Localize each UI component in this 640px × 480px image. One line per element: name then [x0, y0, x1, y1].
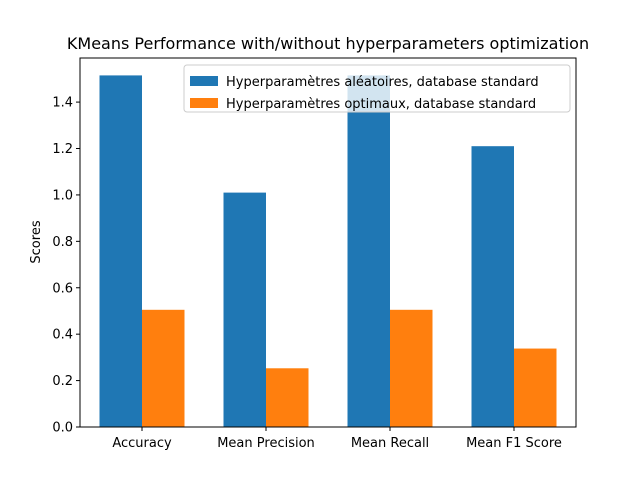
y-axis-ticks: 0.0 0.2 0.4 0.6 0.8 1.0 1.2 1.4 [52, 96, 80, 436]
y-tick-label: 1.4 [52, 96, 73, 111]
chart-title: KMeans Performance with/without hyperpar… [67, 34, 589, 53]
x-tick-label: Accuracy [112, 436, 172, 451]
legend-label-1: Hyperparamètres optimaux, database stand… [226, 97, 536, 112]
bars-group [99, 75, 557, 428]
y-tick-label: 0.6 [52, 281, 73, 296]
y-axis-label: Scores [29, 220, 44, 263]
legend-box [183, 64, 571, 113]
bar-1-2 [390, 309, 433, 427]
bar-0-1 [223, 192, 266, 427]
bar-0-2 [347, 75, 390, 427]
plot-frame [79, 57, 577, 428]
bar-1-3 [514, 348, 557, 427]
y-tick-label: 0.4 [52, 328, 73, 343]
y-tick-label: 1.0 [52, 188, 73, 203]
y-tick-label: 0.2 [52, 374, 73, 389]
bar-0-3 [471, 146, 514, 428]
x-tick-label: Mean Precision [217, 436, 315, 451]
y-tick-label: 0.8 [52, 235, 73, 250]
legend: Hyperparamètres aléatoires, database sta… [183, 64, 571, 113]
x-tick-label: Mean F1 Score [466, 436, 562, 451]
x-axis-ticks: Accuracy Mean Precision Mean Recall Mean F1… [112, 427, 562, 451]
y-tick-label: 0.0 [52, 421, 73, 436]
legend-swatch-0 [190, 76, 218, 86]
legend-swatch-1 [190, 98, 218, 108]
bar-1-1 [266, 368, 309, 427]
bar-1-0 [142, 309, 185, 427]
y-tick-label: 1.2 [52, 142, 73, 157]
bar-0-0 [99, 75, 142, 427]
legend-label-0: Hyperparamètres aléatoires, database sta… [226, 75, 539, 90]
x-tick-label: Mean Recall [351, 436, 429, 451]
